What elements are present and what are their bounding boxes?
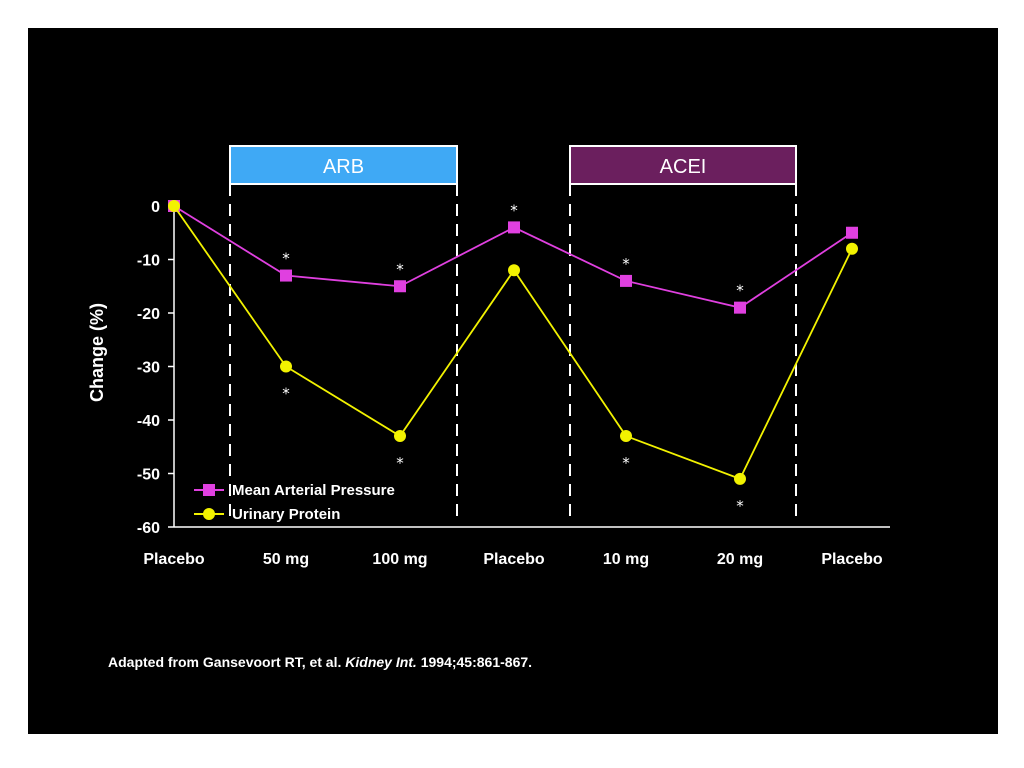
significance-mark: *: [396, 260, 404, 278]
y-tick-label: 0: [151, 199, 160, 216]
data-point-mean-arterial-pressure: [394, 280, 406, 293]
data-point-mean-arterial-pressure: [280, 269, 292, 282]
x-tick-label: 100 mg: [372, 551, 427, 568]
x-tick-label: 20 mg: [717, 551, 763, 568]
group-box-arb: [229, 145, 458, 185]
data-point-urinary-protein: [394, 430, 406, 443]
data-point-urinary-protein: [734, 472, 746, 485]
citation: Adapted from Gansevoort RT, et al. Kidne…: [108, 654, 532, 670]
significance-mark: *: [510, 201, 518, 219]
data-point-mean-arterial-pressure: [508, 221, 520, 234]
y-axis-label: Change (%): [87, 303, 107, 402]
slide: ARB ACEI 0 -10 -20 -30 -40 -50 -60 Change (%) Plac…: [28, 28, 998, 734]
x-tick-label: Placebo: [821, 551, 883, 568]
y-tick-label: -10: [137, 253, 160, 270]
series-line-mean-arterial-pressure: [173, 205, 853, 309]
significance-mark: *: [396, 454, 404, 472]
data-point-urinary-protein: [280, 360, 292, 373]
x-tick-label: Placebo: [483, 551, 545, 568]
legend-label-mean-arterial-pressure: Mean Arterial Pressure: [232, 482, 395, 499]
data-point-mean-arterial-pressure: [846, 226, 858, 239]
legend-marker-urinary-protein: [203, 508, 215, 520]
significance-mark: *: [622, 255, 630, 273]
group-label-acei: ACEI: [660, 156, 707, 178]
significance-mark: *: [282, 385, 290, 403]
citation-journal: Kidney Int.: [345, 654, 417, 670]
significance-mark: *: [622, 454, 630, 472]
group-box-acei: [569, 145, 797, 185]
data-point-urinary-protein: [508, 264, 520, 277]
x-tick-label: Placebo: [143, 551, 205, 568]
data-point-mean-arterial-pressure: [620, 274, 632, 287]
citation-suffix: 1994;45:861-867.: [416, 654, 533, 670]
legend-marker-mean-arterial-pressure: [203, 484, 215, 496]
series-line-urinary-protein: [173, 205, 853, 480]
data-point-urinary-protein: [846, 242, 858, 255]
significance-mark: *: [736, 497, 744, 515]
line-chart: ARB ACEI 0 -10 -20 -30 -40 -50 -60 Change (%) Plac…: [87, 145, 890, 568]
significance-mark: *: [736, 282, 744, 300]
data-point-urinary-protein: [620, 430, 632, 443]
y-tick-label: -50: [137, 467, 160, 484]
y-tick-label: -20: [137, 306, 160, 323]
significance-mark: *: [282, 250, 290, 268]
data-point-urinary-protein: [168, 200, 180, 212]
y-tick-label: -30: [137, 360, 160, 377]
data-point-mean-arterial-pressure: [734, 301, 746, 314]
x-tick-label: 50 mg: [263, 551, 309, 568]
citation-prefix: Adapted from Gansevoort RT, et al.: [108, 654, 346, 670]
y-tick-label: -40: [137, 413, 160, 430]
y-tick-label: -60: [137, 520, 160, 537]
group-label-arb: ARB: [323, 156, 364, 178]
x-tick-label: 10 mg: [603, 551, 649, 568]
legend-label-urinary-protein: Urinary Protein: [232, 506, 340, 523]
